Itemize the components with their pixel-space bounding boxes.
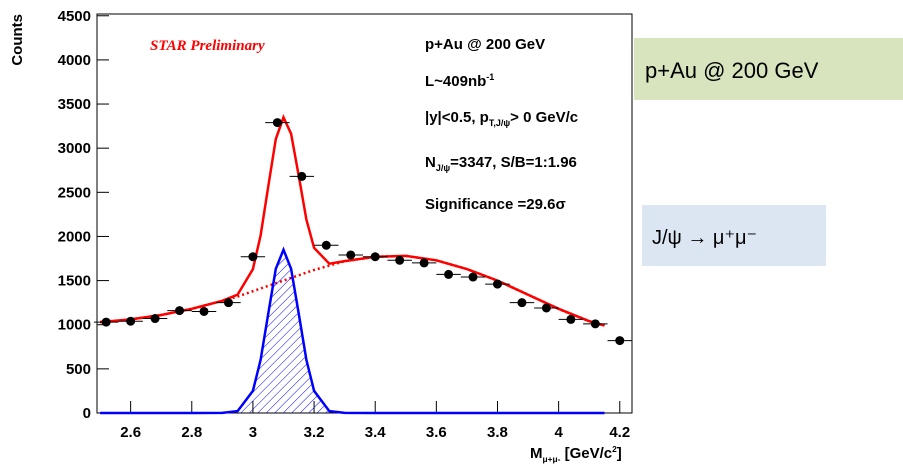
y-tick-label: 3500 bbox=[58, 96, 91, 113]
text-part: |y|<0.5, p bbox=[425, 109, 489, 126]
data-point bbox=[468, 272, 478, 282]
data-point bbox=[248, 252, 258, 262]
y-tick-label: 2500 bbox=[58, 184, 91, 201]
data-point bbox=[370, 252, 380, 262]
data-point bbox=[566, 314, 576, 324]
annotation: NJ/ψ=3347, S/B=1:1.96 bbox=[425, 154, 577, 173]
data-point bbox=[615, 336, 625, 346]
data-point bbox=[297, 171, 307, 181]
text-part: STAR Preliminary bbox=[150, 38, 265, 54]
x-tick-label: 3.6 bbox=[426, 424, 447, 441]
y-axis-title: Counts bbox=[9, 14, 26, 66]
data-point bbox=[590, 319, 600, 329]
data-point bbox=[175, 306, 185, 316]
text-part: ] bbox=[617, 445, 622, 462]
y-tick-label: 4000 bbox=[58, 52, 91, 69]
x-tick-label: 3.2 bbox=[304, 424, 325, 441]
signal-fill bbox=[100, 249, 605, 413]
data-point bbox=[541, 303, 551, 313]
energy-box bbox=[634, 38, 903, 100]
data-point bbox=[272, 118, 282, 128]
y-tick-label: 1500 bbox=[58, 273, 91, 290]
fit-curve bbox=[99, 254, 605, 327]
box-label: J/ψ → μ⁺μ⁻ bbox=[652, 227, 757, 249]
text-part: p+Au @ 200 GeV bbox=[425, 36, 545, 53]
subscript: J/ψ bbox=[436, 163, 451, 173]
text-part: N bbox=[425, 154, 436, 171]
superscript: -1 bbox=[486, 72, 494, 82]
x-tick-label: 2.6 bbox=[120, 424, 141, 441]
data-point bbox=[346, 250, 356, 260]
y-tick-label: 2000 bbox=[58, 228, 91, 245]
box-label: p+Au @ 200 GeV bbox=[645, 58, 819, 83]
data-point bbox=[395, 255, 405, 265]
text-part: M bbox=[530, 445, 543, 462]
y-tick-label: 500 bbox=[66, 361, 91, 378]
x-axis-title: Mμ+μ- [GeV/c2] bbox=[530, 444, 622, 464]
x-tick-label: 2.8 bbox=[181, 424, 202, 441]
text-part: Significance =29.6σ bbox=[425, 196, 566, 213]
data-point bbox=[492, 279, 502, 289]
data-point bbox=[517, 298, 527, 308]
text-part: L~409nb bbox=[425, 73, 486, 90]
y-tick-label: 4500 bbox=[58, 8, 91, 25]
plot-frame bbox=[96, 13, 633, 414]
annotation: L~409nb-1 bbox=[425, 72, 494, 90]
annotation: STAR Preliminary bbox=[150, 38, 265, 54]
data-point bbox=[101, 317, 111, 327]
fit-curve bbox=[100, 246, 605, 415]
y-tick-label: 1000 bbox=[58, 317, 91, 334]
text-part: > 0 GeV/c bbox=[510, 109, 578, 126]
y-tick-label: 3000 bbox=[58, 140, 91, 157]
data-point bbox=[150, 314, 160, 324]
fit-curve bbox=[99, 113, 605, 327]
data-point bbox=[223, 298, 233, 308]
text-part: =3347, S/B=1:1.96 bbox=[450, 154, 577, 171]
subscript: μ+μ- bbox=[543, 454, 561, 464]
decay-box bbox=[642, 205, 826, 266]
x-tick-label: 4.2 bbox=[609, 424, 630, 441]
x-tick-label: 4 bbox=[554, 424, 563, 441]
data-point bbox=[126, 316, 136, 326]
superscript: 2 bbox=[612, 444, 617, 454]
x-tick-label: 3.4 bbox=[365, 424, 387, 441]
data-point bbox=[321, 240, 331, 250]
annotation: Significance =29.6σ bbox=[425, 196, 566, 213]
annotation: p+Au @ 200 GeV bbox=[425, 36, 545, 53]
annotation: |y|<0.5, pT,J/ψ> 0 GeV/c bbox=[425, 109, 578, 128]
data-point bbox=[444, 269, 454, 279]
x-tick-label: 3.8 bbox=[487, 424, 508, 441]
data-point bbox=[199, 306, 209, 316]
data-point bbox=[419, 258, 429, 268]
text-part: [GeV/c bbox=[560, 445, 612, 462]
y-tick-label: 0 bbox=[83, 405, 91, 422]
x-tick-label: 3 bbox=[249, 424, 257, 441]
subscript: T,J/ψ bbox=[489, 118, 511, 128]
